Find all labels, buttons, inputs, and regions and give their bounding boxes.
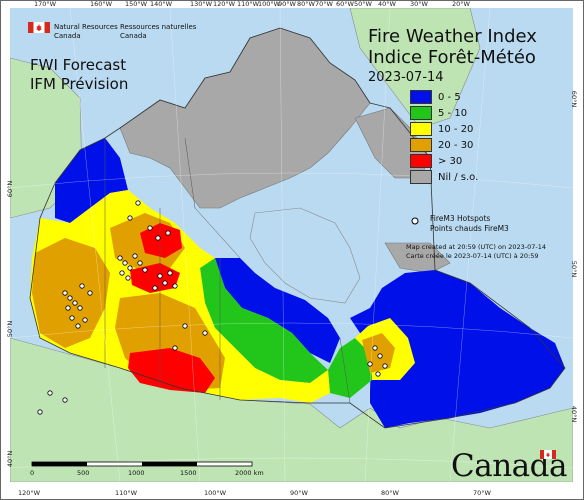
forecast-label-fr: IFM Prévision [30, 75, 129, 93]
fwi-over-30-south [128, 348, 215, 393]
lon-label-bottom: 90°W [290, 489, 308, 497]
lon-label-top: 30°W [410, 0, 428, 8]
scale-tick-label: 500 [77, 469, 90, 477]
agency-fr: Ressources naturelles Canada [120, 23, 196, 41]
fwi-5-10-east [328, 338, 372, 398]
forecast-label-en: FWI Forecast [30, 56, 127, 74]
scale-tick-label: 2000 km [235, 469, 264, 477]
scale-tick-label: 1000 [128, 469, 145, 477]
lon-label-top: 70°W [315, 0, 333, 8]
hudson-bay [249, 207, 361, 304]
lon-label-top: 140°W [150, 0, 173, 8]
fwi-5-10-central [200, 258, 328, 383]
lon-label-bottom: 70°W [473, 489, 491, 497]
greenland-land [349, 8, 481, 129]
legend-label: 20 - 30 [438, 139, 474, 151]
lon-label-top: 120°W [213, 0, 236, 8]
lon-label-bottom: 120°W [18, 489, 41, 497]
hotspot-legend: FireM3 Hotspots Points chauds FireM3 [410, 214, 509, 234]
lat-label-left: 60°N [6, 180, 15, 198]
lon-label-top: 20°W [452, 0, 470, 8]
forecast-label: FWI Forecast IFM Prévision [30, 56, 128, 94]
lat-label-right: 50°N [570, 260, 579, 278]
legend-item: 20 - 30 [410, 137, 473, 153]
map-title-fr: Indice Forêt-Météo [368, 47, 536, 68]
scale-bar [31, 461, 253, 467]
agency-fr-line2: Canada [120, 32, 147, 40]
lat-label-right: 60°N [570, 90, 579, 108]
lon-label-top: 100°W [258, 0, 281, 8]
lat-label-left: 40°N [6, 450, 15, 468]
lon-label-bottom: 110°W [115, 489, 138, 497]
provincial-boundaries [104, 137, 351, 404]
lon-label-top: 110°W [237, 0, 260, 8]
lat-label-right: 40°N [570, 405, 579, 423]
hotspot-icon [411, 217, 419, 225]
canada-flag-icon [28, 22, 50, 33]
lon-label-bottom: 80°W [381, 489, 399, 497]
legend-item: 10 - 20 [410, 121, 473, 137]
legend-swatch [410, 90, 432, 104]
agency-en-line2: Canada [54, 32, 81, 40]
legend-item: 5 - 10 [410, 105, 467, 121]
fwi-over-30-nwt [140, 223, 182, 258]
map-area [10, 8, 573, 482]
legend-swatch [410, 122, 432, 136]
lon-label-top: 50°W [354, 0, 372, 8]
legend-label: > 30 [438, 155, 463, 167]
lon-label-top: 90°W [278, 0, 296, 8]
legend-item: 0 - 5 [410, 89, 461, 105]
legend-swatch [410, 154, 432, 168]
lon-label-top: 130°W [190, 0, 213, 8]
scale-tick-label: 1500 [180, 469, 197, 477]
agency-en-line1: Natural Resources [54, 23, 118, 31]
lon-label-top: 170°W [34, 0, 57, 8]
lon-label-top: 60°W [336, 0, 354, 8]
legend-item: Nil / s.o. [410, 169, 478, 185]
title-block: Fire Weather Index Indice Forêt-Météo 20… [368, 26, 537, 85]
scale-labels: 0 500 1000 1500 2000 km [30, 469, 270, 479]
legend-label: 10 - 20 [438, 123, 474, 135]
map-title-en: Fire Weather Index [368, 26, 537, 47]
agency-en: Natural Resources Canada [54, 23, 118, 41]
legend-label: 0 - 5 [438, 91, 461, 103]
lon-label-top: 40°W [378, 0, 396, 8]
scale-tick-label: 0 [30, 469, 35, 477]
hotspots [37, 200, 388, 415]
agency-fr-line1: Ressources naturelles [120, 23, 197, 31]
legend-swatch [410, 106, 432, 120]
map-date: 2023-07-14 [368, 70, 444, 85]
legend-label: Nil / s.o. [438, 171, 479, 183]
hotspot-label-en: FireM3 Hotspots [430, 214, 491, 223]
hotspot-label-fr: Points chauds FireM3 [430, 224, 509, 233]
legend-item: > 30 [410, 153, 462, 169]
map-graphic [10, 8, 573, 482]
legend-label: 5 - 10 [438, 107, 468, 119]
fwi-20-30-bc [32, 238, 110, 348]
legend-swatch [410, 170, 432, 184]
lat-label-left: 50°N [6, 320, 15, 338]
fwi-0-5-east [350, 270, 565, 428]
legend-swatch [410, 138, 432, 152]
arctic-nil [119, 27, 371, 209]
created-note-fr: Carte créée le 2023-07-14 (UTC) à 20:59 [406, 252, 539, 260]
canada-outline [29, 27, 566, 429]
lon-label-top: 150°W [125, 0, 148, 8]
fwi-0-5-central [215, 258, 340, 363]
wordmark-flag-icon [540, 450, 556, 459]
created-note-en: Map created at 20:59 (UTC) on 2023-07-14 [406, 243, 546, 251]
lon-label-top: 80°W [297, 0, 315, 8]
lon-label-bottom: 100°W [204, 489, 227, 497]
lon-label-top: 160°W [90, 0, 113, 8]
created-notes: Map created at 20:59 (UTC) on 2023-07-14… [406, 243, 571, 261]
graticule [10, 8, 573, 482]
